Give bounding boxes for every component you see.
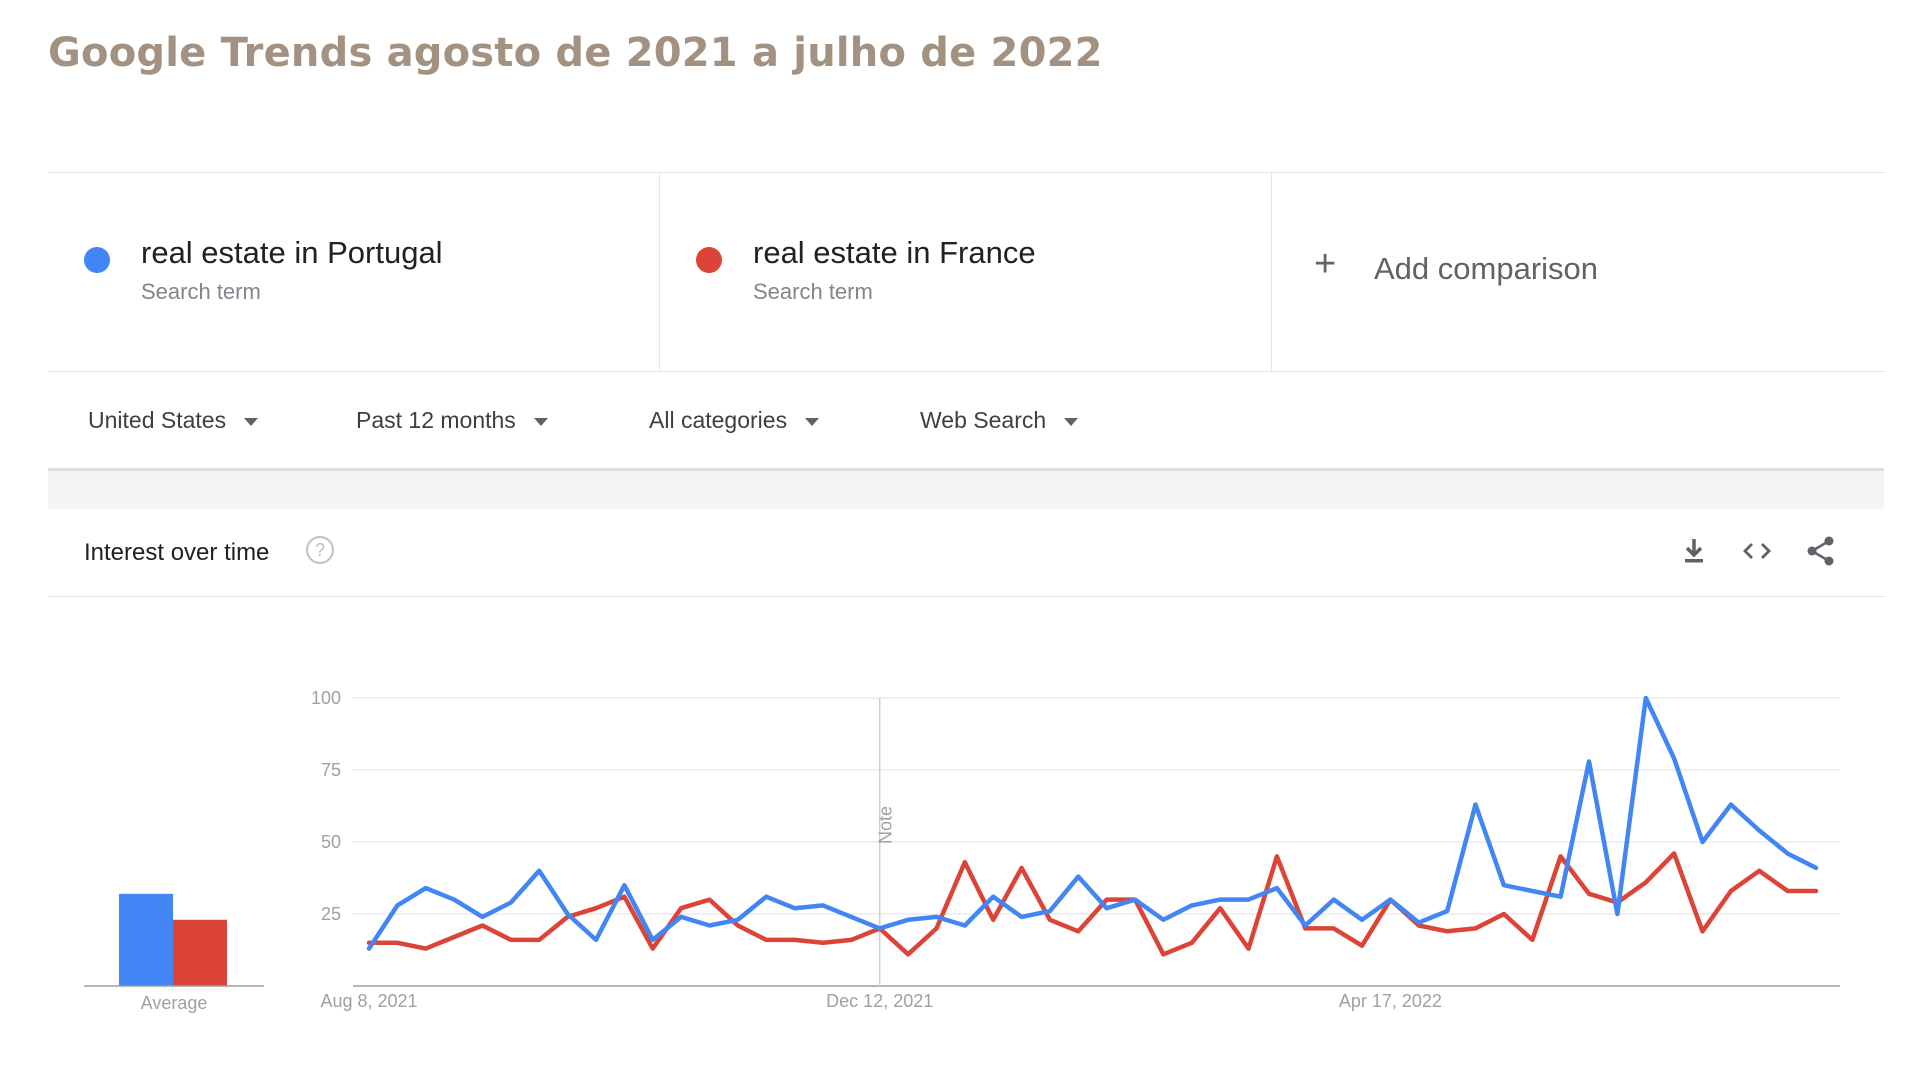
dropdown-caret-icon	[1064, 417, 1079, 426]
term-card-portugal[interactable]: real estate in Portugal Search term	[48, 173, 660, 371]
term-type-label: Search term	[141, 279, 261, 304]
plus-icon: +	[1314, 243, 1337, 285]
dropdown-caret-icon	[533, 417, 548, 426]
share-icon[interactable]	[1803, 533, 1839, 569]
interest-over-time-header: Interest over time ?	[48, 509, 1884, 597]
series-line-portugal	[366, 695, 1819, 951]
note-label: Note	[876, 806, 896, 844]
x-tick-label: Apr 17, 2022	[1339, 991, 1442, 1011]
series-color-dot-icon	[696, 247, 722, 273]
search-type-filter-label: Web Search	[920, 407, 1047, 433]
region-filter-label: United States	[88, 407, 227, 433]
embed-code-icon[interactable]	[1739, 533, 1775, 569]
add-comparison-label: Add comparison	[1374, 251, 1599, 286]
term-type-label: Search term	[753, 279, 873, 304]
average-label: Average	[141, 993, 208, 1013]
time-range-filter-dropdown[interactable]: Past 12 months	[356, 407, 548, 434]
dropdown-caret-icon	[244, 417, 259, 426]
x-tick-label: Aug 8, 2021	[320, 991, 417, 1011]
search-type-filter-dropdown[interactable]: Web Search	[920, 407, 1079, 434]
add-comparison-button[interactable]: + Add comparison	[1272, 173, 1884, 371]
section-divider	[48, 471, 1884, 509]
dropdown-caret-icon	[805, 417, 820, 426]
page-title: Google Trends agosto de 2021 a julho de …	[48, 30, 1103, 76]
interest-over-time-chart: 100 75 50 25 Note Aug 8, 2021 Dec 12, 2021 Apr …	[84, 688, 1840, 1013]
y-tick-label: 75	[321, 760, 341, 780]
series-line-france	[366, 851, 1819, 957]
region-filter-dropdown[interactable]: United States	[88, 407, 259, 434]
y-tick-label: 25	[321, 904, 341, 924]
interest-over-time-title: Interest over time	[84, 539, 270, 566]
y-tick-label: 50	[321, 832, 341, 852]
series-color-dot-icon	[84, 247, 110, 273]
average-bar	[173, 919, 227, 986]
search-terms-bar: real estate in Portugal Search term real…	[48, 172, 1884, 372]
average-bar	[119, 893, 173, 986]
filters-bar: United States Past 12 months All categor…	[48, 371, 1884, 471]
category-filter-dropdown[interactable]: All categories	[649, 407, 820, 434]
term-name: real estate in France	[753, 235, 1036, 270]
term-card-france[interactable]: real estate in France Search term	[660, 173, 1272, 371]
x-tick-label: Dec 12, 2021	[826, 991, 933, 1011]
category-filter-label: All categories	[649, 407, 788, 433]
y-tick-label: 100	[311, 688, 341, 708]
help-icon[interactable]: ?	[306, 536, 334, 564]
time-range-filter-label: Past 12 months	[356, 407, 516, 433]
download-icon[interactable]	[1676, 533, 1712, 569]
term-name: real estate in Portugal	[141, 235, 443, 270]
